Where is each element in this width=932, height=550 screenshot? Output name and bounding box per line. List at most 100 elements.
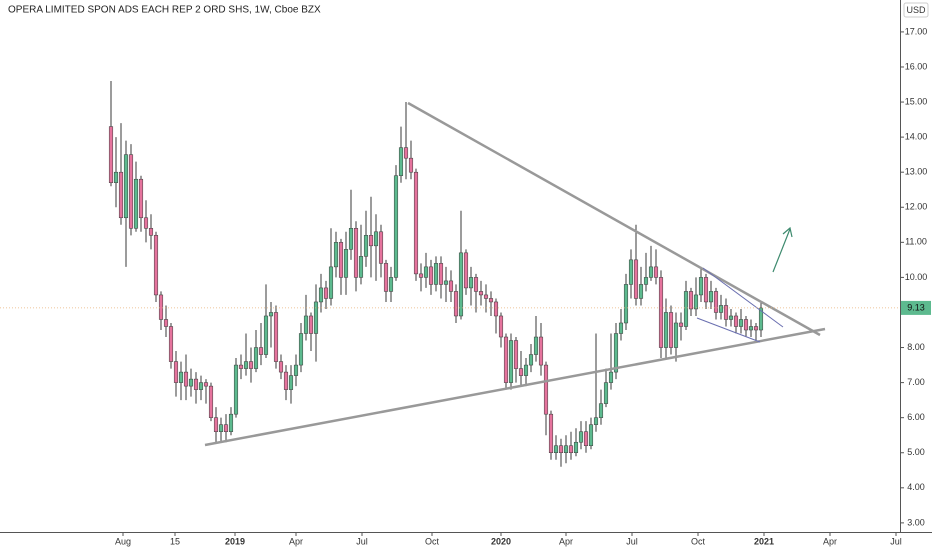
candle-body [563, 445, 569, 453]
candle-body [483, 294, 489, 299]
candle-body [368, 235, 374, 247]
candle-body [498, 315, 504, 338]
candle-body [458, 252, 464, 317]
candle-body [468, 277, 474, 289]
last-price-box [901, 300, 931, 315]
y-tick-label: 17.00 [905, 26, 928, 36]
candle-body [518, 368, 524, 376]
candle-body [243, 361, 249, 369]
lower-trendline [204, 327, 826, 447]
candle-body [438, 263, 444, 285]
candle-body [283, 371, 289, 390]
candle-body [378, 231, 384, 264]
candle-body [353, 228, 359, 278]
candle-body [433, 263, 439, 285]
y-tick-label: 7.00 [907, 377, 925, 387]
x-tick-label: 2019 [225, 536, 245, 546]
candle-body [128, 154, 134, 229]
candle-body [538, 336, 544, 366]
y-tick-label: 5.00 [907, 447, 925, 457]
x-tick-label: Jul [890, 536, 902, 546]
candle-body [448, 280, 454, 292]
trendlines [204, 101, 826, 447]
candle-body [213, 417, 219, 432]
candle-body [453, 291, 459, 317]
candle-body [153, 235, 159, 296]
candle-body [513, 340, 519, 369]
candle-body [673, 322, 679, 348]
candle-body [553, 445, 559, 453]
candle-body [428, 266, 434, 285]
x-tick-label: Apr [823, 536, 837, 546]
candle-body [218, 424, 224, 432]
candle-body [198, 382, 204, 390]
candle-body [578, 431, 584, 443]
x-tick-label: Oct [425, 536, 440, 546]
candle-body [108, 126, 114, 183]
candle-body [423, 266, 429, 278]
candle-body [388, 277, 394, 292]
candle-body [758, 307, 764, 331]
candle-body [173, 361, 179, 383]
x-tick-label: Aug [115, 536, 131, 546]
candle-body [303, 315, 309, 334]
candle-body [373, 231, 379, 247]
chart-title: OPERA LIMITED SPON ADS EACH REP 2 ORD SH… [8, 5, 321, 16]
y-tick-label: 3.00 [907, 517, 925, 527]
candle-body [543, 364, 549, 415]
candle-body [463, 252, 469, 289]
x-tick-label: Jul [356, 536, 368, 546]
candle-body [148, 228, 154, 236]
candle-body [163, 319, 169, 327]
candle-body [618, 322, 624, 334]
y-tick-label: 16.00 [905, 61, 928, 71]
candle-body [593, 417, 599, 425]
candle-body [523, 364, 529, 376]
candle-body [203, 382, 209, 387]
y-tick-label: 12.00 [905, 202, 928, 212]
candle-body [558, 445, 564, 453]
candle-body [413, 171, 419, 275]
candle-body [573, 441, 579, 453]
candle-body [363, 235, 369, 257]
candle-body [713, 291, 719, 313]
candle-body [403, 147, 409, 159]
candle-body [753, 326, 759, 331]
candle-body [748, 326, 754, 331]
last-price-label: 9.13 [907, 302, 925, 312]
y-tick-label: 15.00 [905, 96, 928, 106]
candle-body [168, 326, 174, 362]
candle-body [728, 315, 734, 320]
candle-body [348, 228, 354, 250]
arrow-shaft [772, 228, 791, 273]
candle-body [658, 277, 664, 348]
candle-body [313, 301, 319, 334]
x-tick-label: Apr [289, 536, 303, 546]
x-tick-label: 2021 [754, 536, 774, 546]
candle-body [328, 266, 334, 299]
upper-trendline [407, 101, 821, 337]
candle-body [608, 371, 614, 383]
candle-body [503, 336, 509, 383]
candle-body [528, 354, 534, 366]
candle-body [278, 361, 284, 373]
y-tick-label: 10.00 [905, 272, 928, 282]
candle-body [123, 154, 129, 219]
candle-body [138, 178, 144, 219]
candle-body [733, 315, 739, 327]
candle-body [443, 280, 449, 285]
y-tick-label: 11.00 [905, 237, 927, 247]
candle-body [698, 277, 704, 296]
candle-body [178, 371, 184, 383]
candle-body [693, 294, 699, 310]
arrow-head [782, 226, 793, 238]
candle-body [668, 312, 674, 348]
candle-body [508, 340, 514, 383]
candle-body [683, 291, 689, 327]
candle-body [323, 287, 329, 299]
candle-body [703, 277, 709, 303]
candle-body [228, 413, 234, 432]
candle-body [473, 277, 479, 292]
y-tick-label: 8.00 [907, 342, 925, 352]
